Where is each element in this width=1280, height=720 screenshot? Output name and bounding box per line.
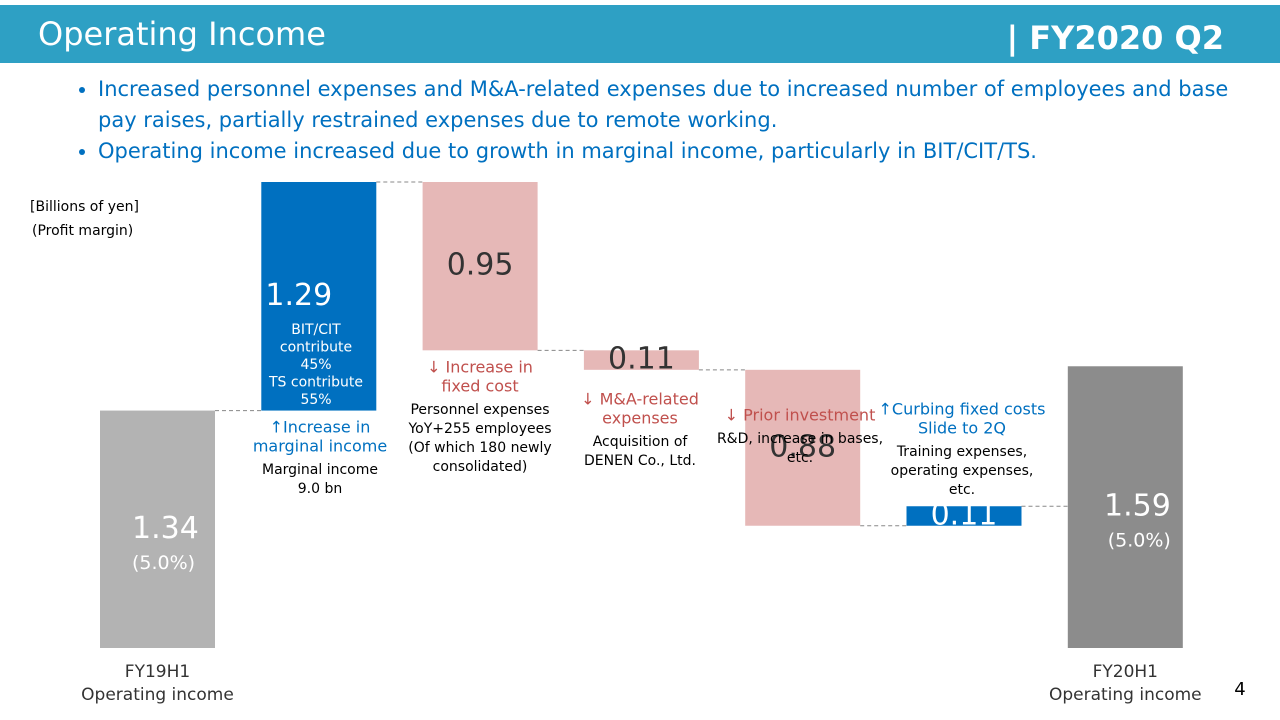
note-headline: ↓ M&A-related [581,390,699,409]
bar [906,506,1022,526]
note-detail: (Of which 180 newly [408,440,551,456]
note-detail: 9.0 bn [298,481,342,497]
bar [261,182,377,411]
value-label: 0.95 [447,248,514,283]
note-detail: Marginal income [262,462,378,478]
bar [100,410,215,648]
bar-note: 55% [300,392,331,408]
value-label: 1.59 [1104,489,1171,524]
note-detail: etc. [787,450,813,466]
bar [1067,366,1183,648]
category-label: FY20H1 [1093,662,1158,682]
value-label: 0.88 [769,429,836,464]
bullet: Increased personnel expenses and M&A-rel… [98,74,1248,136]
note-headline: expenses [602,409,678,428]
value-label: 0.11 [608,342,675,377]
note-detail: R&D, increase in bases, [717,431,883,447]
note-detail: etc. [949,482,975,498]
note-detail: YoY+255 employees [407,421,551,437]
note-headline: ↑Increase in [270,418,371,437]
category-label: FY19H1 [125,662,190,682]
margin-label: (5.0%) [1108,530,1171,552]
note-detail: consolidated) [433,459,528,475]
margin-label: (Profit margin) [32,223,133,239]
bar-note: 45% [300,357,331,373]
bar-note: contribute [280,340,352,356]
note-headline: ↑Curbing fixed costs [879,400,1046,419]
page-number: 4 [1234,679,1245,700]
note-detail: Acquisition of [593,434,689,450]
note-detail: operating expenses, [891,463,1034,479]
period-tag: | FY2020 Q2 [1006,19,1224,57]
category-label: Operating income [1049,685,1202,705]
bar [583,350,699,370]
note-headline: fixed cost [441,377,518,396]
bar-note: TS contribute [268,375,363,391]
bullet: Operating income increased due to growth… [98,136,1248,167]
margin-label: (5.0%) [132,552,195,574]
bar-note: BIT/CIT [291,322,341,338]
value-label: 0.11 [931,497,998,532]
title: Operating Income [38,15,326,53]
value-label: 1.29 [265,278,332,313]
note-headline: marginal income [253,437,387,456]
bullet-list: Increased personnel expenses and M&A-rel… [60,74,1248,167]
note-headline: ↓ Increase in [427,358,533,377]
note-headline: ↓ Prior investment [725,406,876,425]
note-headline: Slide to 2Q [918,419,1006,438]
note-detail: DENEN Co., Ltd. [584,453,696,469]
header: Operating Income | FY2020 Q2 [0,5,1280,63]
category-label: Operating income [81,685,234,705]
note-detail: Training expenses, [896,444,1027,460]
value-label: 1.34 [132,511,199,546]
bar [745,369,861,526]
bar [422,182,538,351]
unit-label: [Billions of yen] [30,199,139,215]
note-detail: Personnel expenses [410,402,549,418]
